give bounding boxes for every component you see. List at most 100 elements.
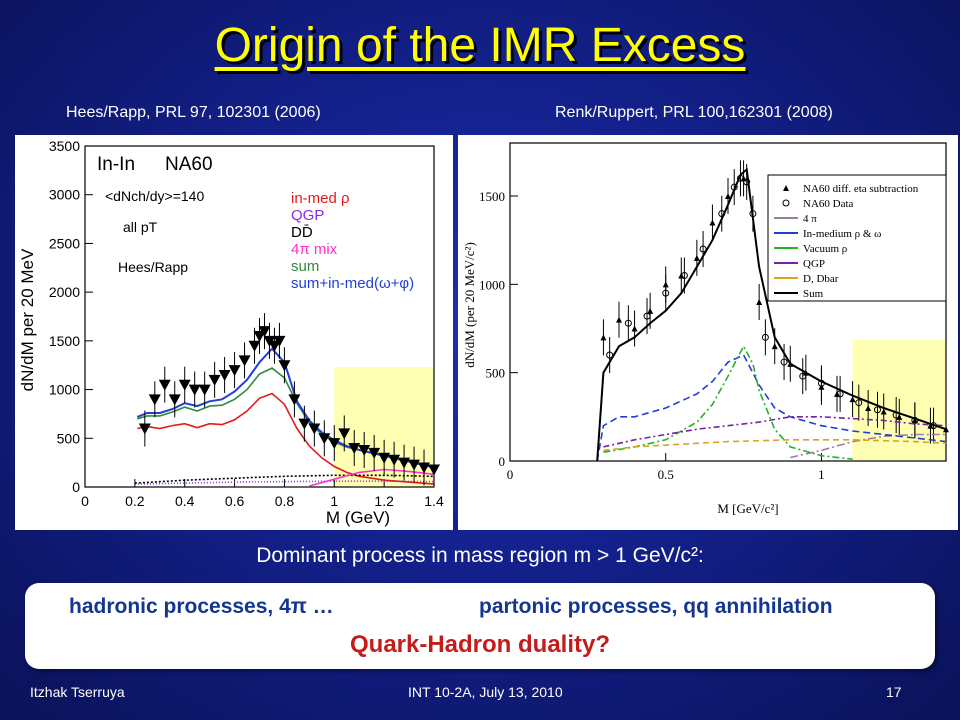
chart-annotation: all pT [123, 219, 158, 235]
hadronic-processes-text: hadronic processes, 4π … [69, 595, 334, 618]
data-point-data [218, 369, 231, 381]
x-axis-label: M [GeV/c²] [717, 501, 778, 516]
x-axis-label: M (GeV) [326, 508, 390, 527]
data-point-data [208, 374, 221, 386]
y-tick-label: 3000 [49, 187, 80, 203]
data-point-na60-data [699, 245, 707, 253]
chart-annotation: In-In [97, 154, 135, 175]
data-point-data [348, 443, 361, 455]
series-line-4 [790, 433, 946, 459]
data-point-data [148, 394, 161, 406]
legend-entry: 4 π [803, 213, 817, 225]
legend-entry: NA60 Data [803, 198, 854, 210]
data-point-data [378, 452, 391, 464]
hees-rapp-chart-panel: 0 0.2 0.4 0.6 0.8 1 1.2 1.4 0 500 1000 1500 2000 2500… [15, 135, 453, 530]
data-point-data [228, 365, 241, 377]
y-tick-label: 2500 [49, 235, 80, 251]
data-point-na60-data [873, 406, 881, 414]
data-point-na60-diff-eta-subtraction [865, 405, 872, 411]
y-tick-label: 3500 [49, 138, 80, 154]
y-tick-label: 0 [72, 479, 80, 495]
hees-rapp-chart: 0 0.2 0.4 0.6 0.8 1 1.2 1.4 0 500 1000 1500 2000 2500… [18, 138, 444, 527]
data-point-data [253, 330, 266, 342]
data-point-na60-diff-eta-subtraction [600, 334, 607, 341]
data-point-na60-diff-eta-subtraction [693, 254, 700, 261]
data-point-data [298, 418, 311, 430]
data-point-na60-data [643, 312, 651, 320]
data-point-na60-data [680, 272, 688, 279]
data-point-data [368, 447, 381, 459]
x-tick-label: 1 [330, 493, 338, 509]
legend-entry: In-medium ρ & ω [803, 228, 881, 240]
data-point-data [328, 438, 341, 450]
plot-frame [84, 145, 435, 488]
data-point-data [198, 384, 211, 396]
y-tick-label: 1000 [49, 382, 80, 398]
data-point-data [318, 433, 331, 445]
data-point-data [268, 340, 281, 352]
x-tick-label: 0 [81, 493, 89, 509]
data-point-na60-data [761, 333, 769, 341]
x-tick-label: 0.4 [175, 493, 195, 509]
y-tick-label: 500 [57, 430, 81, 446]
partonic-processes-text: partonic processes, qq annihilation [479, 595, 833, 618]
legend-entry: QGP [803, 258, 825, 270]
legend-entry: QGP [291, 207, 324, 224]
footer-page-number: 17 [886, 684, 902, 700]
legend-entry: Vacuum ρ [803, 243, 848, 255]
x-tick-label: 1.2 [374, 493, 394, 509]
legend-marker [782, 199, 790, 207]
series-line-vacuum [603, 344, 853, 460]
legend-entry: DD̄ [291, 224, 313, 241]
y-axis-label: dN/dM (per 20 MeV/c²) [462, 242, 477, 368]
data-point-data [308, 423, 321, 435]
data-point-data [248, 340, 261, 352]
legend-entry: in-med ρ [291, 190, 350, 207]
plot-frame [509, 142, 947, 462]
conclusion-box: hadronic processes, 4π … partonic proces… [25, 583, 935, 669]
y-tick-label: 1000 [479, 277, 505, 292]
data-point-na60-diff-eta-subtraction [631, 325, 638, 332]
footer-author: Itzhak Tserruya [30, 684, 125, 700]
data-point-data [258, 326, 271, 338]
series-line-d-dbar [603, 438, 947, 452]
slide-subtitle: Dominant process in mass region m > 1 Ge… [256, 544, 704, 567]
duality-question: Quark-Hadron duality? [349, 631, 611, 658]
data-point-data [418, 462, 431, 474]
legend-entry: NA60 diff. eta subtraction [803, 183, 919, 195]
data-point-na60-data [662, 289, 670, 297]
legend-entry: 4π mix [291, 241, 338, 258]
x-tick-label: 0.5 [658, 467, 674, 482]
legend-marker [783, 185, 789, 191]
data-point-data [288, 394, 301, 406]
data-point-na60-data [743, 178, 751, 186]
data-point-data [428, 464, 440, 476]
data-point-na60-diff-eta-subtraction [647, 307, 654, 314]
legend-entry: D, Dbar [803, 273, 839, 285]
data-point-data [398, 457, 411, 469]
data-point-data [388, 454, 401, 466]
chart-annotation: <dNch/dy>=140 [105, 188, 204, 204]
y-tick-label: 500 [486, 366, 506, 381]
footer-event: INT 10-2A, July 13, 2010 [408, 684, 563, 700]
data-point-na60-diff-eta-subtraction [880, 408, 887, 415]
reference-left: Hees/Rapp, PRL 97, 102301 (2006) [66, 104, 321, 121]
y-tick-label: 1500 [479, 189, 505, 204]
data-point-data [338, 428, 351, 440]
x-tick-label: 1.4 [424, 493, 444, 509]
x-tick-label: 0.2 [125, 493, 145, 509]
y-axis-label: dN/dM per 20 MeV [18, 248, 37, 391]
slide-title: Origin of the IMR Excess [214, 19, 746, 72]
x-tick-label: 0.8 [275, 493, 295, 509]
y-tick-label: 0 [499, 454, 506, 469]
data-point-na60-data [606, 351, 614, 359]
data-point-na60-data [624, 319, 632, 327]
chart-annotation: Hees/Rapp [118, 259, 188, 275]
data-point-data [273, 335, 286, 347]
series-line-4-mix [309, 468, 435, 487]
x-tick-label: 1 [818, 467, 825, 482]
series-line-in-med [137, 392, 435, 485]
data-point-na60-diff-eta-subtraction [771, 343, 778, 350]
y-tick-label: 2000 [49, 284, 80, 300]
reference-right: Renk/Ruppert, PRL 100,162301 (2008) [555, 104, 833, 121]
